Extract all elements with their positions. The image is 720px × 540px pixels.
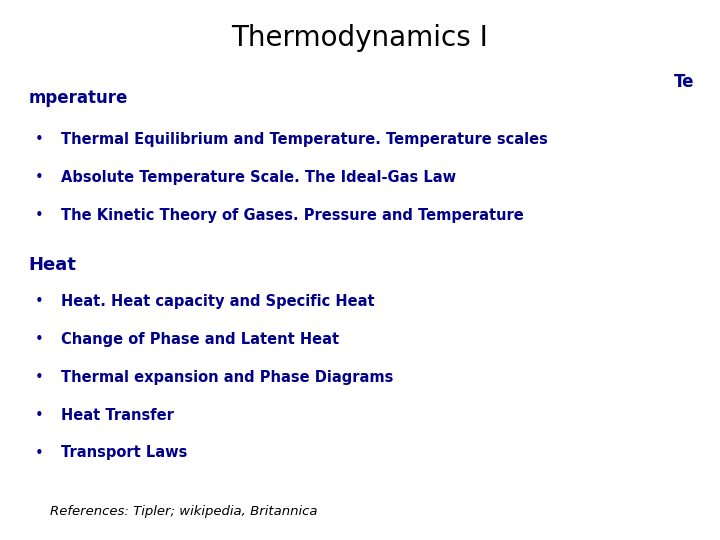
Text: Thermodynamics I: Thermodynamics I [232,24,488,52]
Text: Thermal expansion and Phase Diagrams: Thermal expansion and Phase Diagrams [61,370,394,385]
Text: •: • [35,332,44,347]
Text: mperature: mperature [29,89,128,107]
Text: Te: Te [675,73,695,91]
Text: •: • [35,294,44,309]
Text: •: • [35,208,44,223]
Text: Transport Laws: Transport Laws [61,446,188,461]
Text: The Kinetic Theory of Gases. Pressure and Temperature: The Kinetic Theory of Gases. Pressure an… [61,208,524,223]
Text: •: • [35,408,44,423]
Text: References: Tipler; wikipedia, Britannica: References: Tipler; wikipedia, Britannic… [50,505,318,518]
Text: •: • [35,370,44,385]
Text: Change of Phase and Latent Heat: Change of Phase and Latent Heat [61,332,339,347]
Text: •: • [35,132,44,147]
Text: Heat Transfer: Heat Transfer [61,408,174,423]
Text: Heat: Heat [29,256,76,274]
Text: Heat. Heat capacity and Specific Heat: Heat. Heat capacity and Specific Heat [61,294,375,309]
Text: •: • [35,170,44,185]
Text: Thermal Equilibrium and Temperature. Temperature scales: Thermal Equilibrium and Temperature. Tem… [61,132,548,147]
Text: •: • [35,446,44,461]
Text: Absolute Temperature Scale. The Ideal-Gas Law: Absolute Temperature Scale. The Ideal-Ga… [61,170,456,185]
